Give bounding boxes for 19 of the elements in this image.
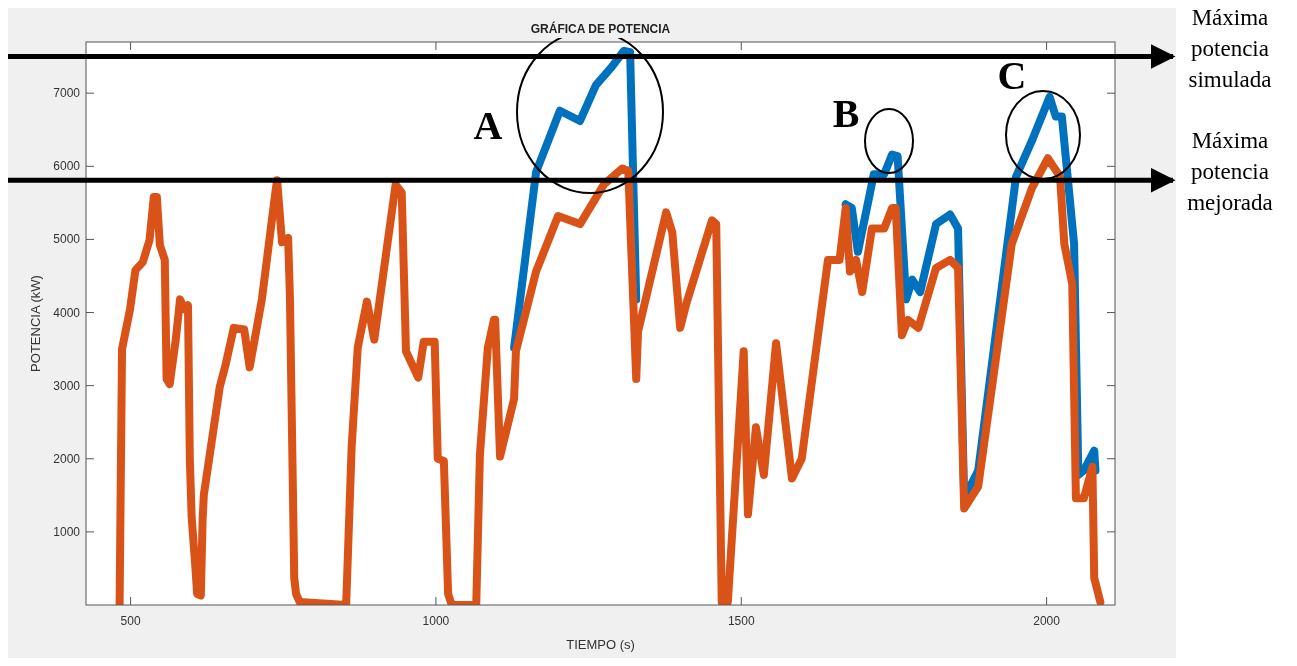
ref-line-label: Máxima potencia simulada	[1188, 4, 1272, 92]
y-tick-label: 3000	[53, 378, 81, 393]
y-tick-label: 6000	[53, 159, 81, 174]
y-tick-label: 5000	[53, 232, 81, 247]
annotation: A	[473, 103, 503, 148]
chart-title: GRÁFICA DE POTENCIA	[530, 21, 671, 36]
y-tick-label: 7000	[53, 86, 81, 101]
y-tick-label: 1000	[53, 524, 81, 539]
y-tick-label: 2000	[53, 451, 81, 466]
x-tick-label: 2000	[1033, 614, 1061, 628]
x-tick-label: 500	[120, 614, 141, 628]
x-tick-label: 1000	[422, 614, 450, 628]
ref-line-label: Máxima potencia mejorada	[1187, 128, 1273, 216]
annotation: B	[832, 91, 860, 136]
y-tick-label: 4000	[53, 305, 81, 320]
y-axis-title: POTENCIA (kW)	[28, 275, 43, 372]
x-tick-label: 1500	[727, 614, 755, 628]
x-axis-title: TIEMPO (s)	[566, 637, 635, 652]
annotation: C	[997, 53, 1027, 98]
